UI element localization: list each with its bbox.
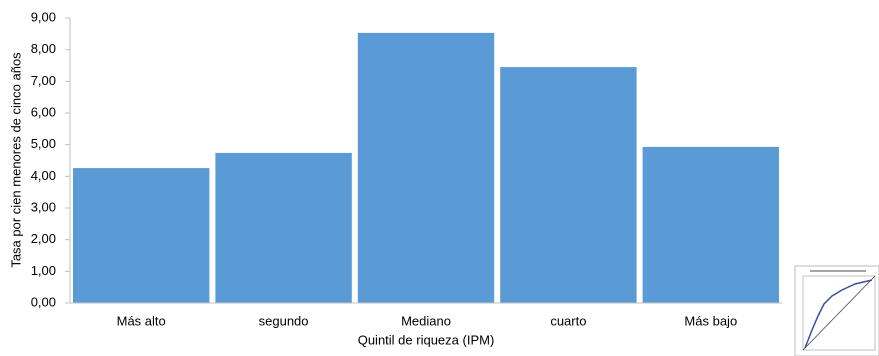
y-tick-label: 6,00 [31, 104, 56, 119]
x-tick-label: segundo [259, 313, 309, 328]
y-axis-label: Tasa por cien menores de cinco años [8, 52, 23, 268]
x-axis-label: Quintil de riqueza (IPM) [358, 332, 495, 347]
x-tick-label: cuarto [550, 313, 586, 328]
thumbnail [794, 265, 879, 356]
y-tick-label: 5,00 [31, 136, 56, 151]
y-tick-label: 8,00 [31, 41, 56, 56]
y-tick-label: 1,00 [31, 263, 56, 278]
bar [642, 146, 779, 303]
y-tick-label: 7,00 [31, 73, 56, 88]
x-tick-label: Mediano [401, 313, 451, 328]
x-tick-label: Más alto [117, 313, 166, 328]
bar [357, 32, 495, 304]
bar [500, 67, 637, 303]
y-tick-label: 3,00 [31, 199, 56, 214]
y-tick-label: 0,00 [31, 294, 56, 309]
x-tick-label: Más bajo [684, 313, 737, 328]
y-tick-label: 2,00 [31, 231, 56, 246]
y-tick-label: 4,00 [31, 168, 56, 183]
bar [73, 168, 210, 303]
bar [215, 152, 352, 303]
y-tick-label: 9,00 [31, 9, 56, 24]
